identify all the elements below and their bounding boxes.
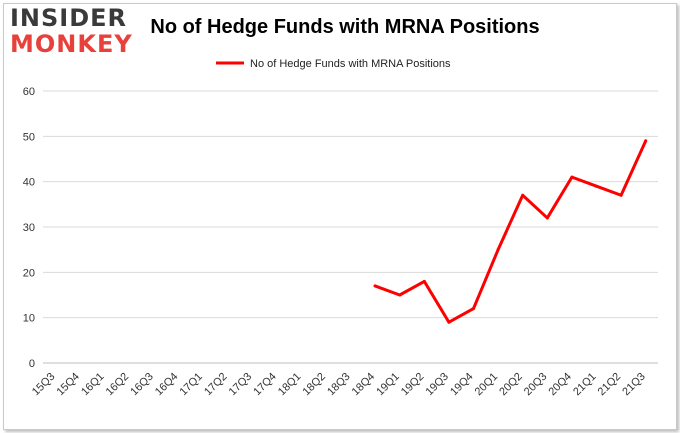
x-tick-label: 21Q1 xyxy=(571,371,599,399)
x-tick-label: 21Q2 xyxy=(596,371,624,399)
data-point xyxy=(619,193,623,197)
x-tick-label: 15Q3 xyxy=(30,371,58,399)
legend: No of Hedge Funds with MRNA Positions xyxy=(216,58,451,70)
x-tick-label: 16Q1 xyxy=(79,371,107,399)
chart-frame xyxy=(3,3,677,430)
y-tick-label: 50 xyxy=(23,131,35,143)
x-tick-label: 19Q2 xyxy=(399,371,427,399)
y-tick-label: 20 xyxy=(23,267,35,279)
y-tick-label: 10 xyxy=(23,313,35,325)
x-tick-label: 18Q3 xyxy=(325,371,353,399)
logo-line-1: INSIDER xyxy=(10,4,128,32)
x-tick-label: 20Q1 xyxy=(473,371,501,399)
x-tick-label: 16Q4 xyxy=(153,371,181,399)
data-point xyxy=(472,307,475,311)
x-tick-label: 17Q4 xyxy=(251,371,279,399)
legend-label: No of Hedge Funds with MRNA Positions xyxy=(250,58,451,70)
data-point xyxy=(545,216,549,220)
x-tick-label: 19Q3 xyxy=(423,371,451,399)
insider-monkey-logo: INSIDER MONKEY xyxy=(10,4,133,58)
series-layer xyxy=(373,139,648,324)
data-point xyxy=(373,284,377,288)
gridlines xyxy=(43,90,658,364)
y-tick-label: 0 xyxy=(29,358,35,370)
x-tick-label: 17Q2 xyxy=(202,371,230,399)
x-tick-label: 20Q3 xyxy=(522,371,550,399)
logo-line-2: MONKEY xyxy=(10,30,133,58)
series-line xyxy=(373,139,648,324)
data-point xyxy=(422,279,426,283)
data-point xyxy=(521,193,525,197)
x-tick-label: 18Q1 xyxy=(276,371,304,399)
y-tick-label: 60 xyxy=(23,86,35,98)
x-tick-label: 19Q4 xyxy=(448,371,476,399)
chart-title: No of Hedge Funds with MRNA Positions xyxy=(150,16,540,38)
data-point xyxy=(398,293,402,297)
y-axis: 0 10 20 30 40 50 60 xyxy=(23,86,35,370)
x-tick-label: 20Q2 xyxy=(497,371,525,399)
data-point xyxy=(595,184,598,188)
y-tick-label: 40 xyxy=(23,177,35,189)
data-point xyxy=(644,139,648,143)
y-tick-label: 30 xyxy=(23,222,35,234)
x-tick-label: 17Q3 xyxy=(227,371,255,399)
data-point xyxy=(570,175,574,179)
x-tick-label: 16Q3 xyxy=(128,371,156,399)
x-tick-label: 18Q4 xyxy=(350,371,378,399)
x-tick-label: 15Q4 xyxy=(54,371,82,399)
data-point xyxy=(447,320,451,324)
x-axis: 15Q315Q416Q116Q216Q316Q417Q117Q217Q317Q4… xyxy=(30,371,648,399)
x-tick-label: 18Q2 xyxy=(300,371,328,399)
x-tick-label: 20Q4 xyxy=(546,371,574,399)
x-tick-label: 21Q3 xyxy=(620,371,648,399)
x-tick-label: 16Q2 xyxy=(104,371,132,399)
x-tick-label: 19Q1 xyxy=(374,371,402,399)
data-point xyxy=(496,248,500,252)
x-tick-label: 17Q1 xyxy=(177,371,205,399)
